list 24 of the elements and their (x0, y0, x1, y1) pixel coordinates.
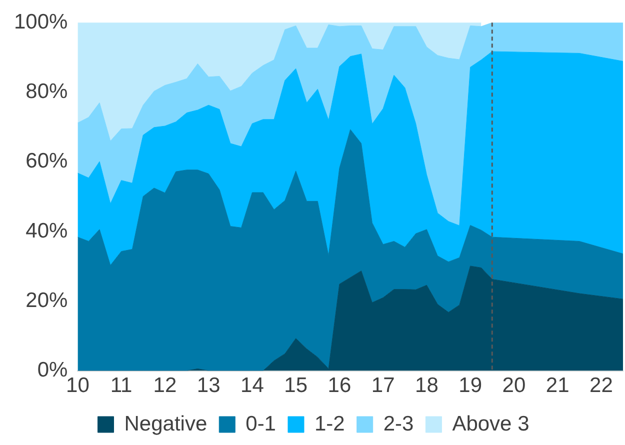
x-tick-label: 20 (502, 374, 526, 398)
x-tick-label: 12 (153, 374, 177, 398)
legend-label: Negative (124, 412, 208, 436)
x-tick-label: 17 (371, 374, 395, 398)
x-tick-label: 13 (196, 374, 220, 398)
y-tick-label: 0% (37, 358, 68, 382)
x-tick-label: 10 (66, 374, 90, 398)
legend-label: 1-2 (314, 412, 345, 436)
x-tick-label: 15 (284, 374, 308, 398)
y-tick-label: 100% (14, 10, 68, 34)
x-tick-label: 14 (240, 374, 264, 398)
legend-label: Above 3 (452, 412, 530, 436)
y-tick-label: 40% (26, 219, 68, 242)
x-tick-label: 16 (328, 374, 352, 398)
y-tick-label: 80% (26, 80, 68, 104)
x-tick-label: 11 (110, 374, 132, 398)
y-tick-label: 60% (26, 150, 68, 173)
legend-label: 2-3 (383, 412, 414, 436)
x-tick-label: 22 (590, 374, 613, 398)
x-tick-label: 18 (415, 374, 438, 398)
x-tick-label: 21 (546, 374, 570, 398)
x-tick-label: 19 (458, 374, 482, 398)
y-tick-label: 20% (26, 288, 68, 312)
legend-label: 0-1 (246, 412, 276, 436)
